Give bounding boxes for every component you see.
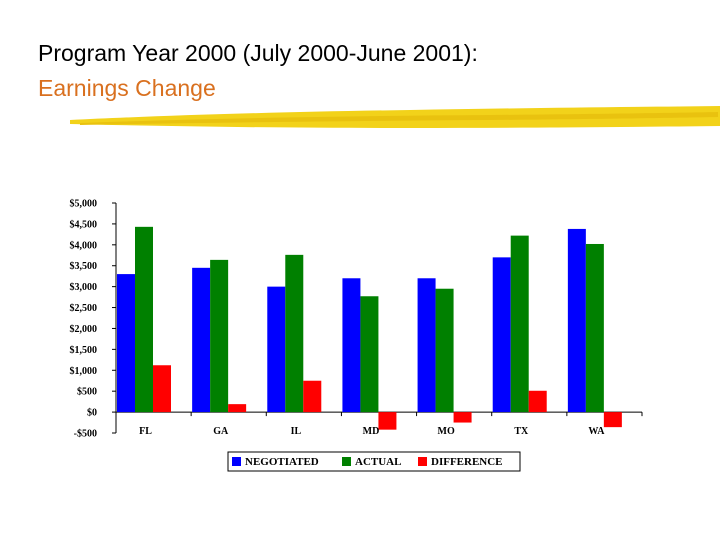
y-tick-label: $3,000 (70, 282, 98, 293)
bar-negotiated-wa (567, 228, 586, 413)
y-tick-label: $500 (77, 387, 97, 398)
bar-negotiated-ga (192, 267, 211, 413)
chart-legend: NEGOTIATED ACTUAL DIFFERENCE (227, 451, 521, 472)
y-tick-label: -$500 (74, 429, 97, 440)
bar-actual-il (285, 254, 304, 413)
x-tick-label: TX (514, 426, 529, 437)
bar-actual-ga (210, 259, 229, 413)
bar-negotiated-tx (492, 257, 511, 413)
slide-subtitle: Earnings Change (38, 75, 216, 101)
bar-actual-fl (135, 226, 153, 413)
bar-actual-wa (585, 243, 604, 413)
x-tick-label: FL (139, 426, 152, 437)
y-tick-label: $3,500 (70, 261, 98, 272)
y-tick-label: $2,000 (70, 324, 98, 335)
legend-swatch-negotiated (232, 457, 241, 466)
bar-difference-mo (453, 412, 472, 423)
bar-difference-tx (528, 390, 547, 413)
y-tick-label: $5,000 (70, 199, 98, 210)
x-tick-label: IL (291, 426, 302, 437)
x-tick-label: MO (438, 426, 455, 437)
legend-label-actual: ACTUAL (355, 456, 401, 468)
x-tick-label: GA (213, 426, 229, 437)
legend-box (227, 451, 521, 472)
bar-difference-fl (153, 365, 171, 413)
bar-negotiated-mo (417, 278, 436, 413)
y-tick-label: $1,500 (70, 345, 98, 356)
bar-difference-ga (228, 404, 247, 413)
bar-difference-wa (603, 412, 622, 428)
x-axis-tick-labels: FL GA IL MD MO TX WA (139, 426, 605, 437)
brush-stroke-streak (80, 112, 718, 125)
y-tick-label: $0 (87, 408, 97, 419)
decorative-brush-stroke (70, 106, 720, 128)
legend-label-negotiated: NEGOTIATED (245, 456, 319, 468)
slide-title: Program Year 2000 (July 2000-June 2001): (38, 40, 478, 66)
bar-actual-md (360, 296, 379, 413)
y-tick-label: $4,000 (70, 240, 98, 251)
bar-difference-md (378, 412, 397, 430)
y-axis-tick-labels: -$500 $0 $500 $1,000 $1,500 $2,000 $2,500 $3,00… (70, 199, 98, 440)
chart-bars (117, 226, 622, 430)
bar-difference-il (303, 380, 322, 413)
legend-swatch-difference (418, 457, 427, 466)
x-tick-label: WA (588, 426, 605, 437)
bar-actual-tx (510, 235, 529, 413)
bar-negotiated-fl (117, 274, 135, 413)
legend-swatch-actual (342, 457, 351, 466)
bar-negotiated-il (267, 286, 286, 413)
y-tick-label: $1,000 (70, 366, 98, 377)
y-tick-label: $4,500 (70, 219, 98, 230)
y-tick-label: $2,500 (70, 303, 98, 314)
x-tick-label: MD (363, 426, 380, 437)
bar-actual-mo (435, 288, 454, 413)
bar-negotiated-md (342, 278, 361, 413)
legend-label-difference: DIFFERENCE (431, 456, 503, 468)
